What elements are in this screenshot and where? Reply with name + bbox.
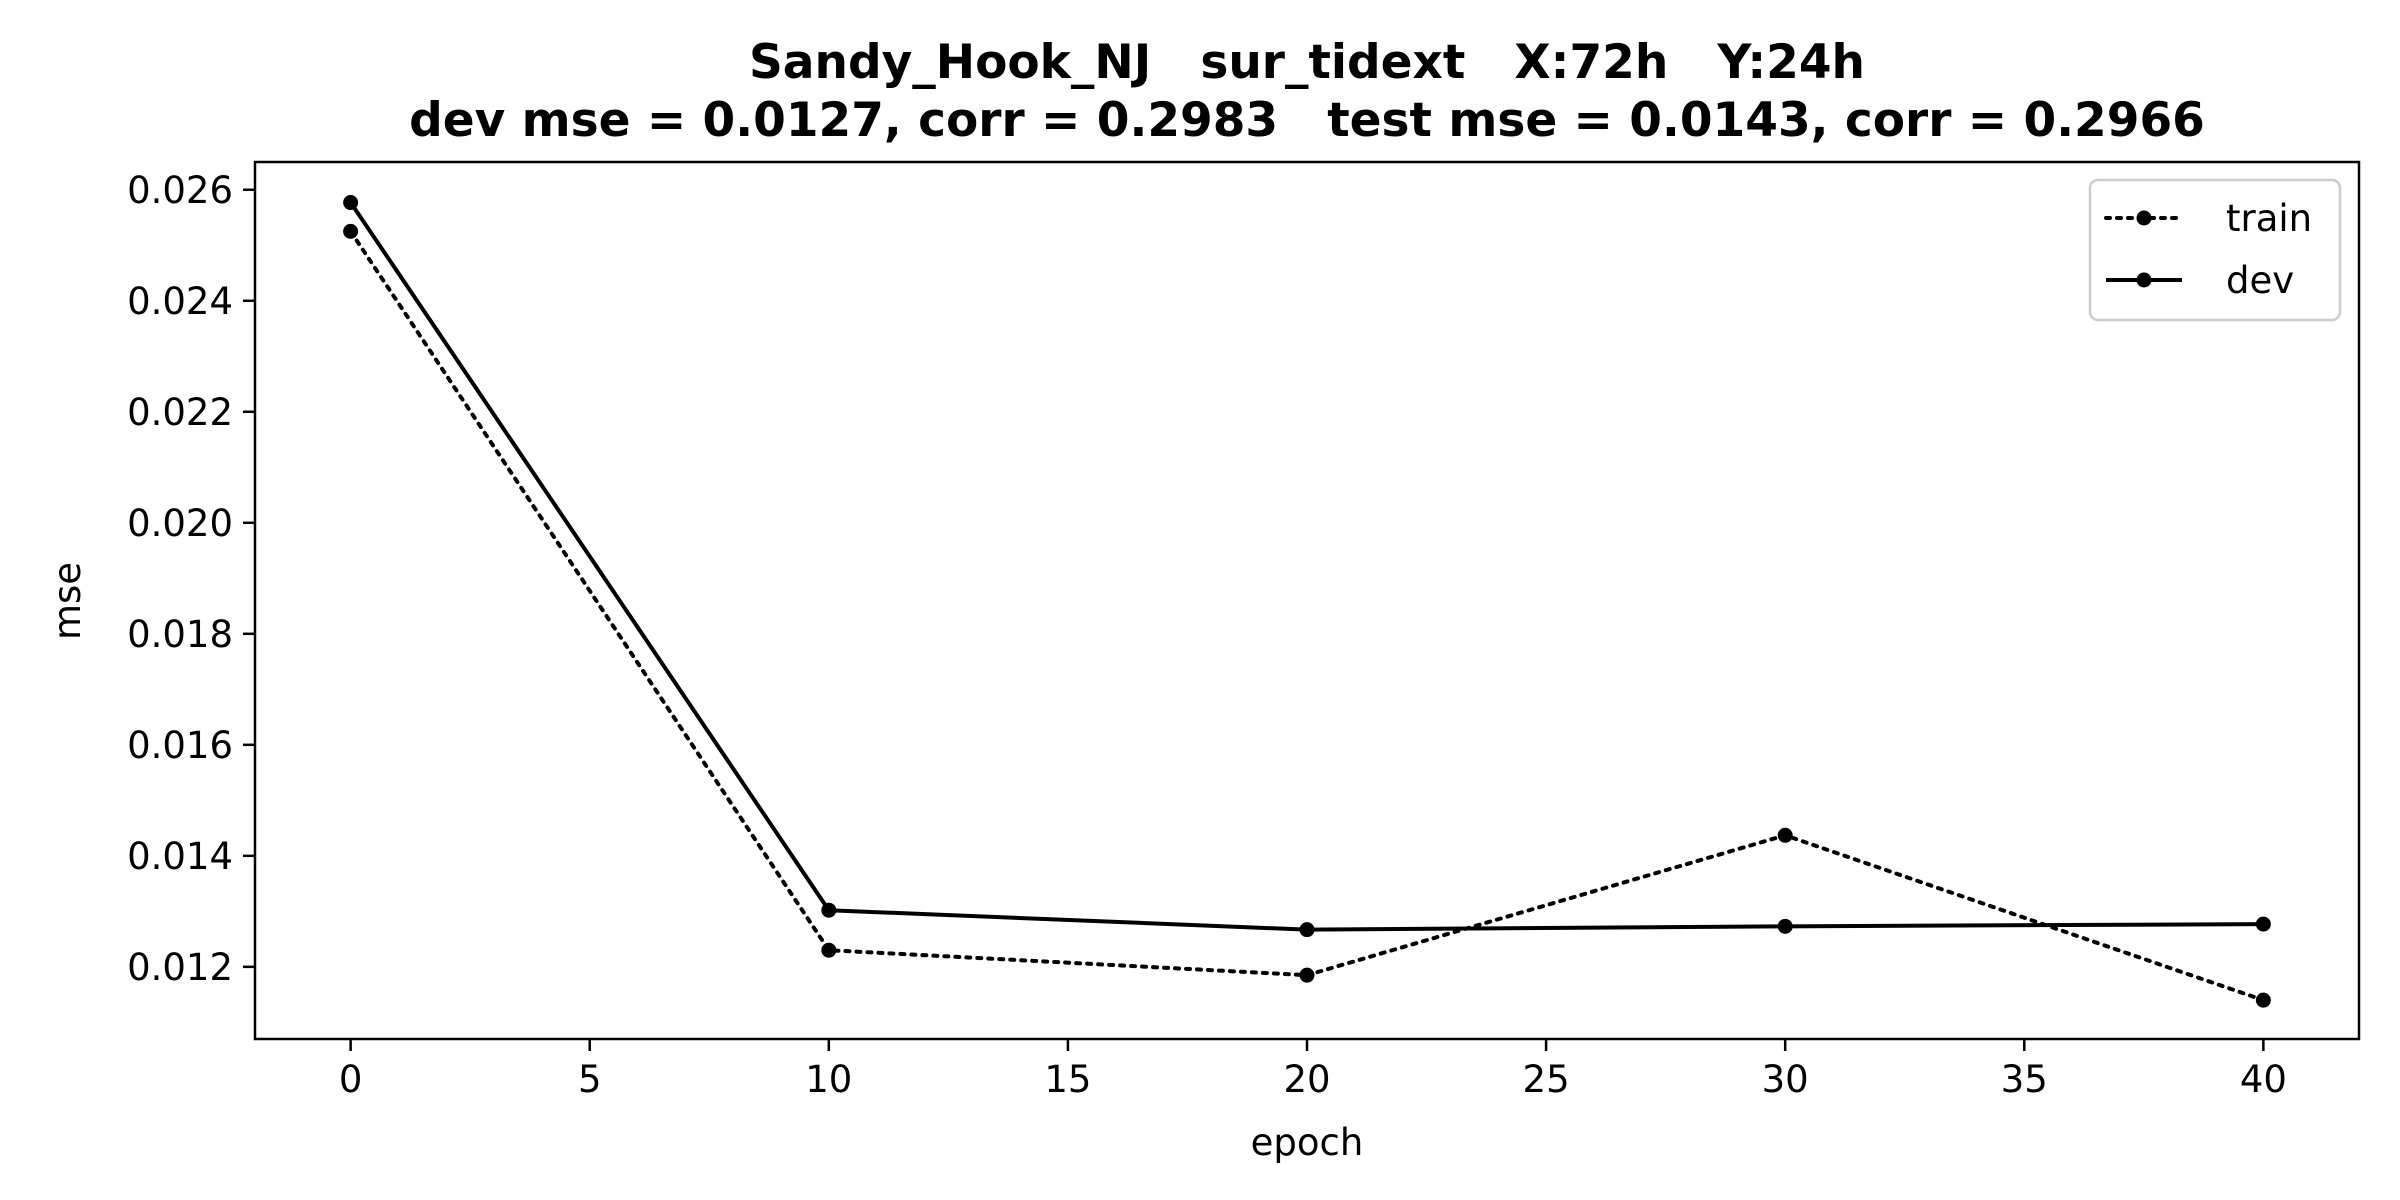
data-point-train bbox=[1777, 827, 1793, 843]
x-tick-label: 40 bbox=[2240, 1058, 2287, 1101]
data-point-dev bbox=[2255, 916, 2271, 932]
chart-title-line2: dev mse = 0.0127, corr = 0.2983 test mse… bbox=[409, 93, 2205, 148]
x-axis-label: epoch bbox=[1251, 1121, 1364, 1164]
series-layer bbox=[343, 195, 2271, 1008]
data-point-train bbox=[1299, 967, 1315, 983]
x-tick-label: 5 bbox=[578, 1058, 602, 1101]
y-axis: 0.012 0.014 0.016 0.018 0.020 0.022 0.024 0.026 bbox=[127, 169, 255, 989]
y-axis-label: mse bbox=[46, 562, 89, 640]
data-point-dev bbox=[343, 195, 359, 211]
legend-label-train: train bbox=[2226, 197, 2312, 240]
data-point-dev bbox=[1299, 922, 1315, 938]
x-tick-label: 15 bbox=[1044, 1058, 1091, 1101]
data-point-dev bbox=[1777, 918, 1793, 934]
legend-marker-train bbox=[2136, 210, 2152, 226]
legend-box bbox=[2088, 178, 2342, 322]
series-line-dev bbox=[348, 201, 2264, 932]
legend-label-dev: dev bbox=[2226, 259, 2294, 302]
x-tick-label: 20 bbox=[1283, 1058, 1330, 1101]
x-tick-label: 35 bbox=[2001, 1058, 2048, 1101]
y-tick-label: 0.024 bbox=[127, 280, 233, 323]
x-tick-label: 25 bbox=[1523, 1058, 1570, 1101]
chart-title-line1: Sandy_Hook_NJ sur_tidext X:72h Y:24h bbox=[749, 35, 1865, 90]
x-axis: 0 5 10 15 20 25 30 35 40 bbox=[339, 1039, 2287, 1101]
y-tick-label: 0.016 bbox=[127, 724, 233, 767]
series-line-train bbox=[348, 229, 2266, 1003]
data-point-train bbox=[821, 942, 837, 958]
y-tick-label: 0.014 bbox=[127, 835, 233, 878]
y-tick-label: 0.020 bbox=[127, 502, 233, 545]
data-point-train bbox=[2255, 992, 2271, 1008]
y-tick-label: 0.026 bbox=[127, 169, 233, 212]
data-point-train bbox=[343, 223, 359, 239]
y-tick-label: 0.012 bbox=[127, 946, 233, 989]
data-point-dev bbox=[821, 902, 837, 918]
legend: train dev bbox=[2088, 178, 2342, 322]
x-tick-label: 0 bbox=[339, 1058, 363, 1101]
plot-frame bbox=[253, 160, 2361, 1041]
x-tick-label: 30 bbox=[1762, 1058, 1809, 1101]
legend-marker-dev bbox=[2136, 272, 2152, 288]
y-tick-label: 0.018 bbox=[127, 613, 233, 656]
x-tick-label: 10 bbox=[805, 1058, 852, 1101]
y-tick-label: 0.022 bbox=[127, 391, 233, 434]
